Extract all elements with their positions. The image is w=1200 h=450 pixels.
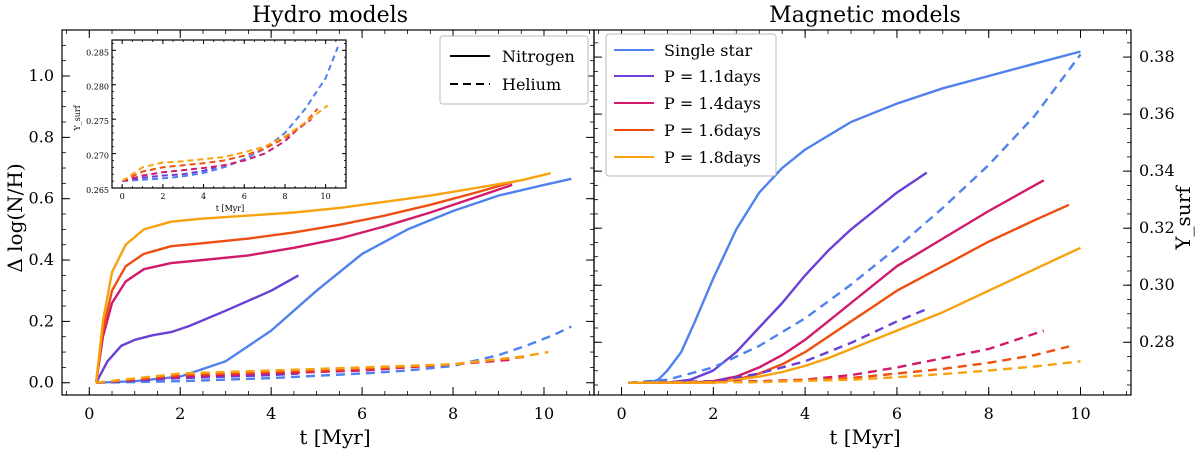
right-legend-box bbox=[605, 33, 777, 177]
right-y-axis-label: Y_surf bbox=[1171, 185, 1195, 251]
magnetic-p11-solid-line bbox=[628, 171, 928, 384]
right-y-tick-label: 0.30 bbox=[1139, 275, 1175, 294]
legend-helium-label: Helium bbox=[502, 75, 561, 94]
legend-single-star-label: Single star bbox=[664, 41, 752, 60]
legend-p18-label: P = 1.8days bbox=[664, 148, 761, 167]
inset-x-tick-label: 4 bbox=[201, 192, 206, 201]
hydro-single-dashed-line bbox=[96, 325, 572, 384]
left-y-axis-label: Δ log(N/H) bbox=[3, 163, 27, 272]
legend-p16-label: P = 1.6days bbox=[664, 121, 761, 140]
magnetic-p14-solid-line bbox=[628, 179, 1045, 384]
left-x-tick-label: 2 bbox=[175, 404, 185, 423]
right-x-tick-label: 4 bbox=[800, 404, 810, 423]
right-panel-title: Magnetic models bbox=[769, 3, 961, 28]
left-x-tick-label: 8 bbox=[448, 404, 458, 423]
inset-x-tick-label: 8 bbox=[282, 192, 287, 201]
right-y-tick-label: 0.32 bbox=[1139, 218, 1175, 237]
magnetic-p16-dashed-line bbox=[628, 345, 1070, 384]
inset-p11-dashed-line bbox=[122, 166, 217, 183]
inset-p14-dashed-line bbox=[121, 118, 312, 183]
left-x-axis-label: t [Myr] bbox=[299, 425, 370, 449]
inset-y-tick-label: 0.285 bbox=[86, 48, 109, 57]
left-x-tick-label: 0 bbox=[84, 404, 94, 423]
hydro-p18-dashed-line bbox=[95, 350, 549, 384]
left-x-tick-label: 10 bbox=[534, 404, 554, 423]
left-y-tick-label: 0.6 bbox=[29, 189, 54, 208]
right-x-tick-label: 2 bbox=[708, 404, 718, 423]
right-x-tick-label: 8 bbox=[984, 404, 994, 423]
inset-y-tick-label: 0.270 bbox=[86, 152, 109, 161]
hydro-p18-solid-line bbox=[94, 172, 552, 383]
magnetic-p11-dashed-line bbox=[628, 307, 928, 384]
inset-background bbox=[112, 40, 346, 188]
hydro-p11-dashed-line bbox=[96, 372, 299, 384]
magnetic-p14-dashed-line bbox=[628, 329, 1045, 384]
inset-x-tick-label: 2 bbox=[160, 192, 165, 201]
legend-nitrogen-label: Nitrogen bbox=[502, 47, 575, 66]
left-y-tick-label: 0.0 bbox=[29, 373, 54, 392]
right-y-tick-label: 0.38 bbox=[1139, 47, 1175, 66]
hydro-p14-solid-line bbox=[94, 183, 513, 383]
magnetic-single-solid-line bbox=[628, 50, 1081, 384]
left-y-tick-label: 0.4 bbox=[29, 250, 54, 269]
right-x-tick-label: 10 bbox=[1070, 404, 1090, 423]
inset-x-tick-label: 6 bbox=[242, 192, 247, 201]
legend-p11-label: P = 1.1days bbox=[664, 67, 761, 86]
right-x-tick-label: 0 bbox=[616, 404, 626, 423]
hydro-p11-solid-line bbox=[95, 274, 299, 384]
magnetic-single-dashed-line bbox=[628, 53, 1082, 384]
left-y-tick-label: 0.8 bbox=[29, 127, 54, 146]
left-x-tick-label: 6 bbox=[357, 404, 367, 423]
inset-p16-dashed-line bbox=[121, 108, 319, 183]
inset-x-tick-label: 0 bbox=[120, 192, 125, 201]
magnetic-p18-dashed-line bbox=[628, 360, 1081, 384]
inset-plot-frame bbox=[111, 39, 347, 189]
hydro-p14-dashed-line bbox=[96, 358, 513, 384]
left-y-tick-label: 1.0 bbox=[29, 66, 54, 85]
right-y-tick-label: 0.34 bbox=[1139, 161, 1175, 180]
inset-y-tick-label: 0.275 bbox=[86, 117, 109, 126]
right-plot-frame bbox=[593, 29, 1132, 396]
inset-y-axis-label: Y_surf bbox=[73, 104, 82, 131]
left-legend-box bbox=[439, 35, 589, 105]
left-panel-title: Hydro models bbox=[252, 3, 408, 28]
inset-x-tick-label: 10 bbox=[321, 192, 331, 201]
inset-y-tick-label: 0.265 bbox=[86, 186, 109, 195]
hydro-p16-solid-line bbox=[94, 179, 518, 383]
right-y-tick-label: 0.28 bbox=[1139, 332, 1175, 351]
magnetic-p18-solid-line bbox=[628, 246, 1082, 384]
right-x-tick-label: 6 bbox=[892, 404, 902, 423]
legend-p14-label: P = 1.4days bbox=[664, 94, 761, 113]
right-x-axis-label: t [Myr] bbox=[829, 425, 900, 449]
inset-x-axis-label: t [Myr] bbox=[216, 204, 245, 213]
inset-y-tick-label: 0.280 bbox=[86, 83, 109, 92]
left-y-tick-label: 0.2 bbox=[29, 311, 54, 330]
left-x-tick-label: 4 bbox=[266, 404, 276, 423]
right-y-tick-label: 0.36 bbox=[1139, 104, 1175, 123]
